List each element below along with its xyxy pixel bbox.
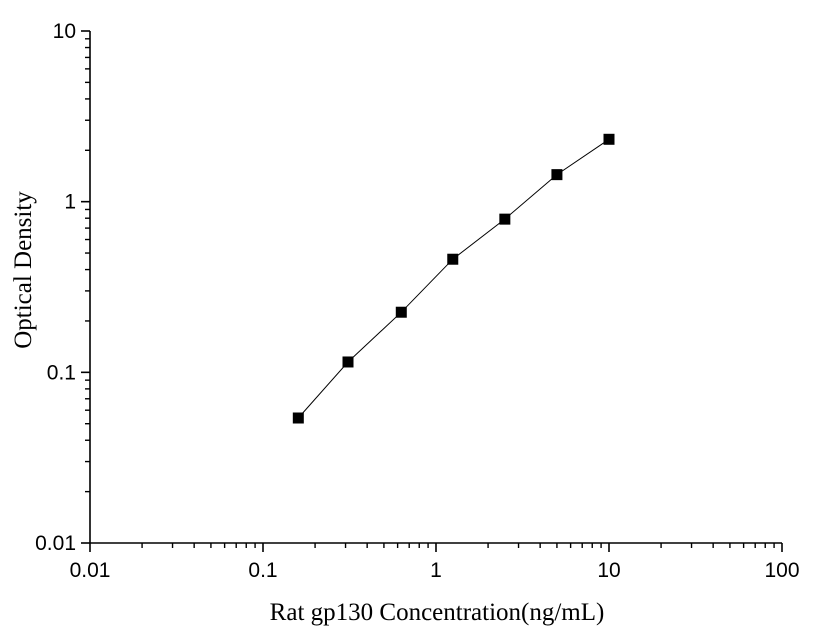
x-tick-label: 10 bbox=[597, 559, 620, 582]
data-point-marker bbox=[603, 133, 615, 145]
y-axis-title: Optical Density bbox=[10, 191, 37, 349]
data-point-marker bbox=[499, 213, 511, 225]
data-point-marker bbox=[447, 253, 459, 265]
y-axis: 0.01 0.1 1 10 bbox=[35, 20, 91, 555]
x-tick-label: 1 bbox=[430, 559, 442, 582]
y-tick-label: 10 bbox=[53, 20, 76, 43]
x-axis: 0.01 0.1 1 10 100 bbox=[70, 542, 800, 582]
x-tick-label: 0.1 bbox=[248, 559, 277, 582]
data-point-marker bbox=[395, 306, 407, 318]
data-series bbox=[292, 133, 615, 424]
data-point-marker bbox=[292, 412, 304, 424]
y-tick-label: 1 bbox=[64, 191, 76, 214]
data-point-marker bbox=[342, 356, 354, 368]
x-tick-label: 0.01 bbox=[70, 559, 111, 582]
x-tick-label: 100 bbox=[764, 559, 799, 582]
data-point-marker bbox=[551, 169, 563, 181]
y-tick-label: 0.1 bbox=[47, 361, 76, 384]
y-tick-label: 0.01 bbox=[35, 532, 76, 555]
x-axis-title: Rat gp130 Concentration(ng/mL) bbox=[270, 599, 605, 626]
